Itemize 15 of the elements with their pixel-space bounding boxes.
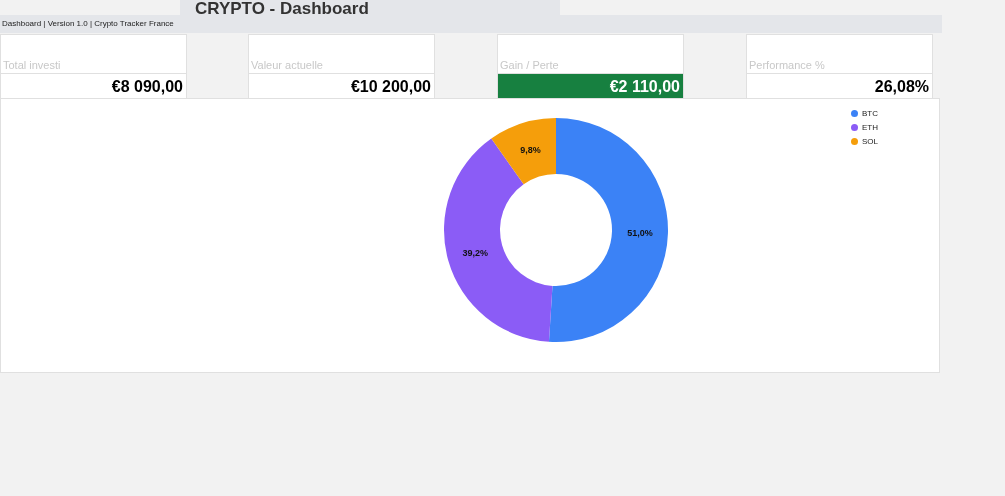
text: €8 090,00 (1, 73, 186, 99)
text: Dashboard | Version 1.0 | Crypto Tracker France (2, 19, 174, 28)
text: €2 110,00 (498, 73, 683, 99)
donut-slice (444, 138, 553, 342)
legend-label: SOL (862, 137, 879, 146)
data-label: 39,2% (462, 247, 488, 258)
legend-label: BTC (862, 109, 878, 118)
donut-slice (548, 118, 668, 342)
data-label: 51,0% (627, 227, 653, 238)
data-label: 9,8% (520, 144, 541, 155)
legend-label: ETH (862, 123, 878, 132)
donut-slice (491, 118, 556, 185)
text: CRYPTO - Dashboard (195, 0, 369, 19)
text: €10 200,00 (249, 73, 434, 99)
text: 26,08% (747, 73, 932, 99)
